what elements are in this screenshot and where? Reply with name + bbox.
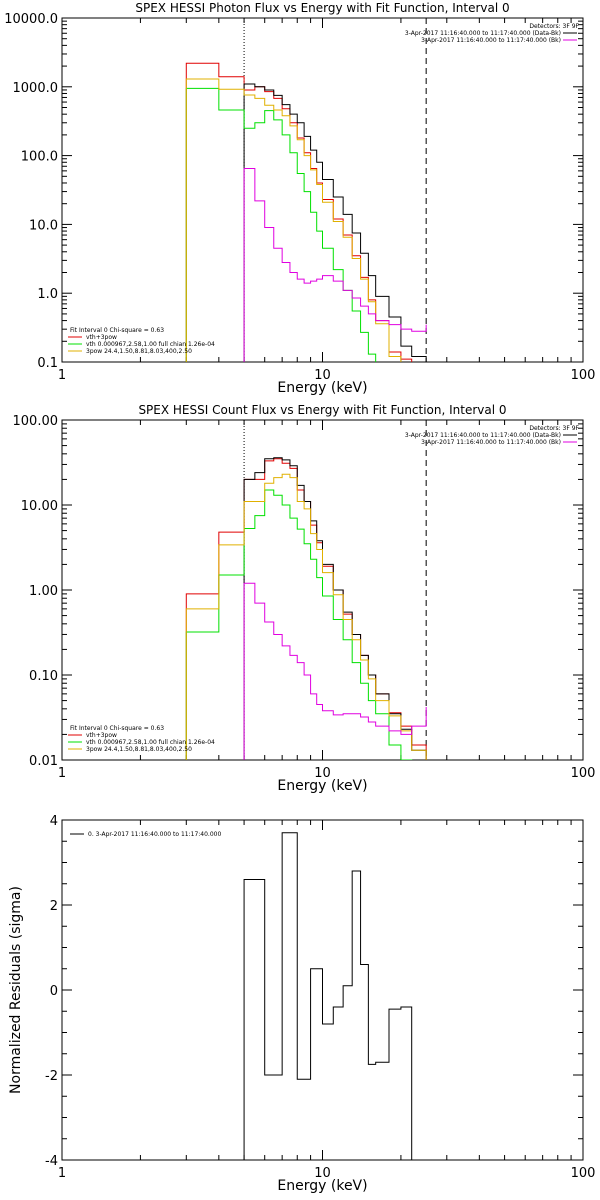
y-tick-label: 100.00 xyxy=(13,414,59,429)
chart-title: SPEX HESSI Photon Flux vs Energy with Fi… xyxy=(135,1,509,15)
y-tick-label: 100.0 xyxy=(21,150,58,165)
y-tick-label: 1.0 xyxy=(37,287,58,302)
y-tick-label: 10.0 xyxy=(29,218,58,233)
legend-entry-text: 3pow 24.4,1.50,8.81,8.03,400,2.50 xyxy=(86,348,192,355)
x-tick-label: 10 xyxy=(314,766,331,781)
x-axis-label: Energy (keV) xyxy=(277,380,367,396)
legend-entry-text: vth+3pow xyxy=(86,334,117,341)
series-line-vth-3pow xyxy=(185,458,427,760)
y-tick-label: 0.1 xyxy=(37,356,58,371)
series-line-vth xyxy=(185,489,413,760)
legend-entry-text: 0. 3-Apr-2017 11:16:40.000 to 11:17:40.0… xyxy=(88,831,221,838)
series-group xyxy=(185,457,427,760)
legend-entry-text: 3-Apr-2017 11:16:40.000 to 11:17:40.000 … xyxy=(405,30,561,37)
series-line-3pow xyxy=(185,78,402,362)
residuals-panel: Energy (keV) Normalized Residuals (sigma)… xyxy=(8,814,596,1194)
series-line-vth xyxy=(185,87,377,362)
series-line-bk xyxy=(243,582,427,760)
series-group xyxy=(185,62,427,362)
series-line-0-3-apr-2017-11-16-40-000-to-11-17-40-000 xyxy=(243,832,413,1160)
photon-flux-panel: SPEX HESSI Photon Flux vs Energy with Fi… xyxy=(4,1,596,396)
x-tick-label: 10 xyxy=(314,1166,331,1181)
legend-entry-text: Fit Interval 0 Chi-square = 0.63 xyxy=(70,725,164,732)
y-tick-label: -2 xyxy=(45,1069,58,1084)
series-line-data-bk xyxy=(243,457,427,760)
series-line-bk xyxy=(243,167,427,362)
detectors-label: Detectors: 3F 9F xyxy=(529,23,579,30)
x-tick-label: 1 xyxy=(58,1166,66,1181)
legend-entry-text: vth 0.000967,2.58,1.00 full chian 1.26e-… xyxy=(86,341,215,348)
x-tick-label: 100 xyxy=(571,368,596,383)
legend-entry-text: 3pow 24.4,1.50,8.81,8.03,400,2.50 xyxy=(86,746,192,753)
x-tick-label: 1 xyxy=(58,368,66,383)
y-tick-label: 10000.0 xyxy=(4,12,58,27)
y-tick-label: 1.00 xyxy=(29,584,58,599)
y-tick-label: -4 xyxy=(45,1154,58,1169)
y-tick-label: 0.01 xyxy=(29,754,58,769)
legend-entry-text: 3-Apr-2017 11:16:40.000 to 11:17:40.000 … xyxy=(421,439,561,446)
y-tick-label: 10.00 xyxy=(21,499,58,514)
count-flux-panel: SPEX HESSI Count Flux vs Energy with Fit… xyxy=(13,403,596,794)
series-line-3pow xyxy=(185,473,427,760)
y-tick-label: 1000.0 xyxy=(13,81,59,96)
legend-entry-text: vth+3pow xyxy=(86,732,117,739)
legend-entry-text: vth 0.000967,2.58,1.00 full chian 1.26e-… xyxy=(86,739,215,746)
y-tick-label: 0 xyxy=(50,984,58,999)
legend-entry-text: Fit Interval 0 Chi-square = 0.63 xyxy=(70,327,164,334)
x-tick-label: 100 xyxy=(571,1166,596,1181)
legend-entry-text: 3-Apr-2017 11:16:40.000 to 11:17:40.000 … xyxy=(405,432,561,439)
series-line-data-bk xyxy=(243,83,427,362)
y-tick-label: 4 xyxy=(50,814,58,829)
x-tick-label: 1 xyxy=(58,766,66,781)
chart-title: SPEX HESSI Count Flux vs Energy with Fit… xyxy=(138,403,506,417)
detectors-label: Detectors: 3F 9F xyxy=(529,425,579,432)
y-axis-label: Normalized Residuals (sigma) xyxy=(8,886,24,1094)
series-line-vth-3pow xyxy=(185,62,413,362)
x-axis-label: Energy (keV) xyxy=(277,778,367,794)
x-tick-label: 100 xyxy=(571,766,596,781)
legend-entry-text: 3-Apr-2017 11:16:40.000 to 11:17:40.000 … xyxy=(421,37,561,44)
y-tick-label: 0.10 xyxy=(29,669,58,684)
x-tick-label: 10 xyxy=(314,368,331,383)
y-tick-label: 2 xyxy=(50,899,58,914)
series-group xyxy=(243,832,413,1160)
x-axis-label: Energy (keV) xyxy=(277,1178,367,1194)
